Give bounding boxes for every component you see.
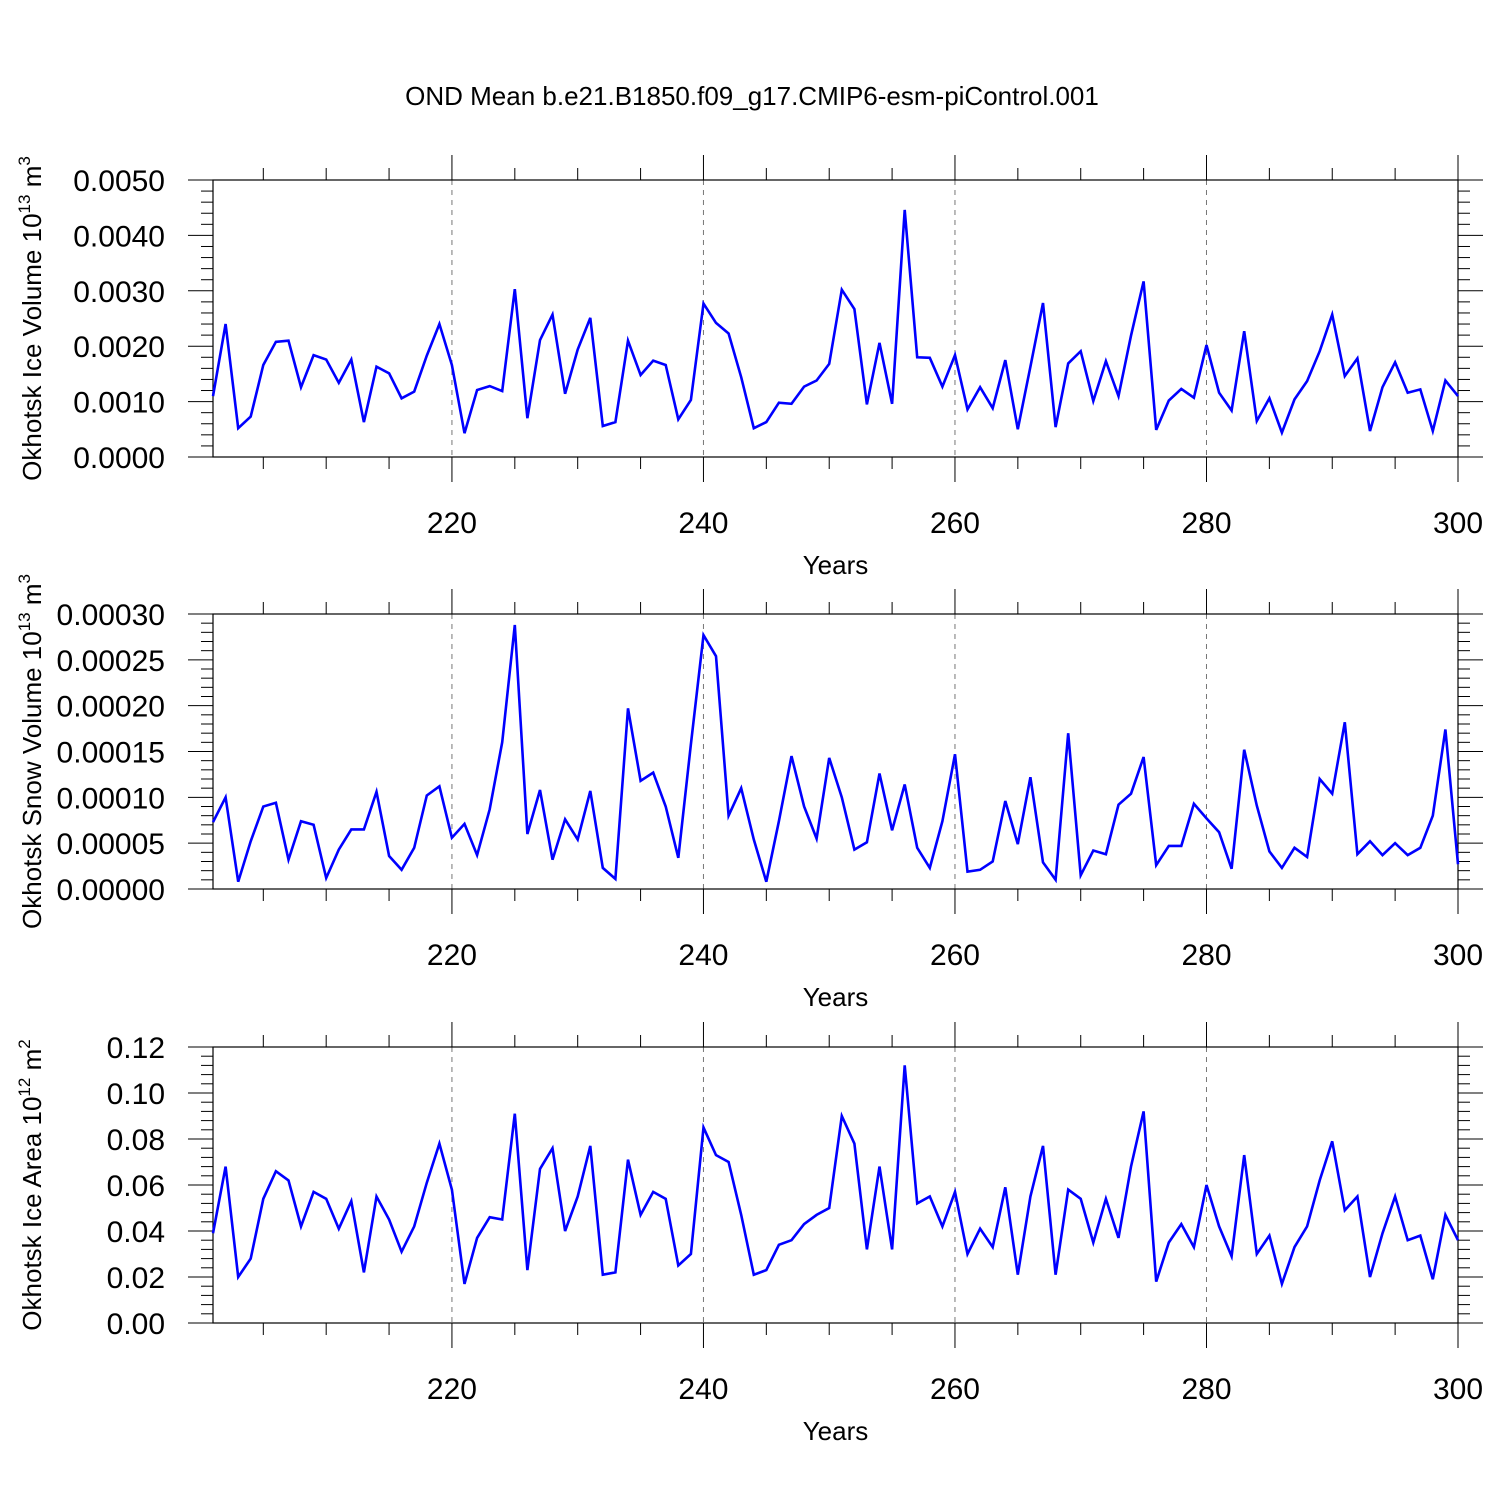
x-tick-label: 240 bbox=[678, 1373, 728, 1406]
x-tick-label: 220 bbox=[427, 1373, 477, 1406]
y-tick-label: 0.00030 bbox=[57, 599, 165, 632]
y-tick-label: 0.06 bbox=[107, 1170, 165, 1203]
y-tick-label: 0.02 bbox=[107, 1262, 165, 1295]
y-tick-label: 0.00025 bbox=[57, 645, 165, 678]
y-tick-label: 0.0050 bbox=[73, 165, 165, 198]
chart-panel-3: 0.00 0.02 0.04 0.06 0.08 0.10 0.12 220 240 260 280… bbox=[15, 1022, 1483, 1446]
y-axis-title-unit-exponent: 2 bbox=[15, 1039, 34, 1048]
y-axis-title-text: Okhotsk Ice Area 10 bbox=[17, 1097, 47, 1331]
series-line bbox=[211, 209, 1460, 437]
y-tick-label: 0.00010 bbox=[57, 782, 165, 815]
y-tick-label: 0.10 bbox=[107, 1078, 165, 1111]
x-tick-label: 220 bbox=[427, 507, 477, 540]
y-axis-title-exponent: 13 bbox=[15, 612, 34, 631]
series-line bbox=[211, 624, 1460, 884]
chart-panel-1: 0.0000 0.0010 0.0020 0.0030 0.0040 0.0050 220 2… bbox=[15, 155, 1483, 580]
y-tick-label: 0.04 bbox=[107, 1216, 165, 1249]
y-axis-title: Okhotsk Snow Volume 1013 m3 bbox=[15, 574, 47, 929]
y-tick-label: 0.00015 bbox=[57, 737, 165, 770]
y-tick-label: 0.00005 bbox=[57, 828, 165, 861]
x-tick-label: 300 bbox=[1433, 507, 1483, 540]
figure-title: OND Mean b.e21.B1850.f09_g17.CMIP6-esm-p… bbox=[405, 81, 1099, 111]
x-tick-label: 300 bbox=[1433, 939, 1483, 972]
x-tick-label: 260 bbox=[930, 1373, 980, 1406]
y-tick-label: 0.08 bbox=[107, 1124, 165, 1157]
x-tick-label: 220 bbox=[427, 939, 477, 972]
y-tick-label: 0.0000 bbox=[73, 442, 165, 475]
y-axis-title-unit-exponent: 3 bbox=[15, 574, 34, 583]
plot-frame bbox=[212, 179, 1459, 458]
panels: 0.0000 0.0010 0.0020 0.0030 0.0040 0.0050 220 2… bbox=[15, 155, 1483, 1446]
y-axis-title-unit: m bbox=[17, 583, 47, 612]
chart-panel-2: 0.00000 0.00005 0.00010 0.00015 0.00020 0.000… bbox=[15, 574, 1483, 1012]
x-tick-label: 280 bbox=[1181, 507, 1231, 540]
y-axis-title: Okhotsk Ice Area 1012 m2 bbox=[15, 1039, 47, 1330]
y-axis-title: Okhotsk Ice Volume 1013 m3 bbox=[15, 156, 47, 481]
y-tick-label: 0.0010 bbox=[73, 387, 165, 420]
y-tick-label: 0.0020 bbox=[73, 331, 165, 364]
series-line bbox=[211, 1065, 1460, 1289]
y-axis-title-unit-exponent: 3 bbox=[15, 156, 34, 165]
x-axis-title: Years bbox=[803, 982, 869, 1012]
y-axis-title-unit: m bbox=[17, 166, 47, 195]
x-tick-label: 240 bbox=[678, 507, 728, 540]
y-axis-title-exponent: 13 bbox=[15, 195, 34, 214]
y-axis-title-exponent: 12 bbox=[15, 1078, 34, 1097]
y-tick-label: 0.0030 bbox=[73, 276, 165, 309]
x-tick-label: 280 bbox=[1181, 939, 1231, 972]
y-tick-label: 0.00000 bbox=[57, 874, 165, 907]
y-tick-label: 0.00 bbox=[107, 1308, 165, 1341]
y-axis-title-text: Okhotsk Ice Volume 10 bbox=[17, 213, 47, 480]
x-tick-label: 260 bbox=[930, 939, 980, 972]
x-tick-label: 240 bbox=[678, 939, 728, 972]
x-axis-title: Years bbox=[803, 1416, 869, 1446]
y-axis-title-unit: m bbox=[17, 1049, 47, 1078]
x-tick-label: 300 bbox=[1433, 1373, 1483, 1406]
y-tick-label: 0.00020 bbox=[57, 691, 165, 724]
y-tick-label: 0.0040 bbox=[73, 220, 165, 253]
y-tick-label: 0.12 bbox=[107, 1032, 165, 1065]
x-tick-label: 280 bbox=[1181, 1373, 1231, 1406]
x-axis-title: Years bbox=[803, 550, 869, 580]
y-axis-title-text: Okhotsk Snow Volume 10 bbox=[17, 631, 47, 929]
x-tick-label: 260 bbox=[930, 507, 980, 540]
